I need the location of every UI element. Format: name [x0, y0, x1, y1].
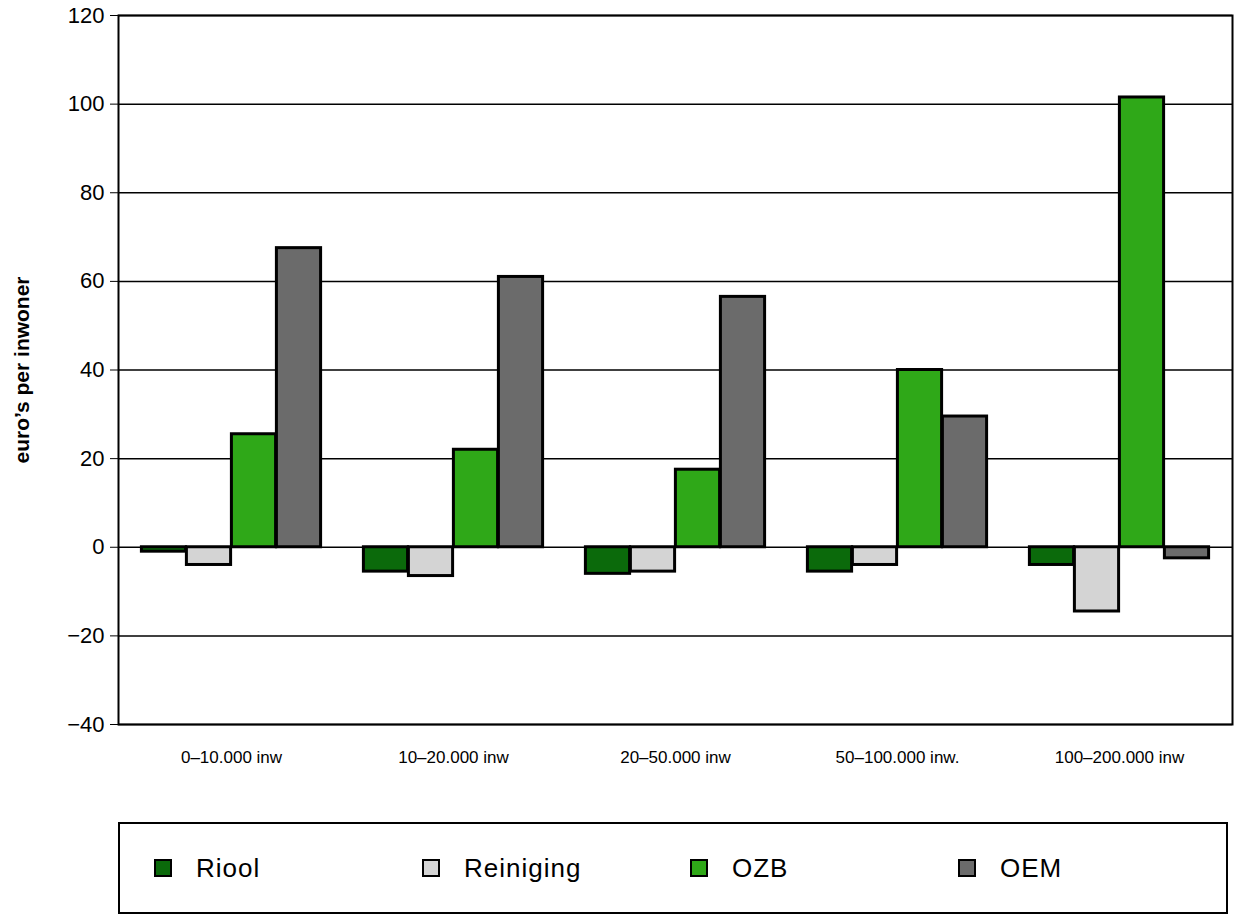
- svg-text:100: 100: [68, 91, 105, 116]
- html-text:OEM: OEM: [1000, 852, 1063, 883]
- svg-text:euro’s per inwoner: euro’s per inwoner: [10, 276, 33, 463]
- svg-text:120: 120: [68, 3, 105, 28]
- svg-text:50–100.000 inw.: 50–100.000 inw.: [836, 748, 960, 767]
- html-text:Riool: Riool: [196, 852, 261, 883]
- svg-text:0–10.000 inw: 0–10.000 inw: [181, 748, 283, 767]
- svg-text:−40: −40: [67, 712, 104, 737]
- svg-text:40: 40: [80, 357, 104, 382]
- svg-text:−20: −20: [67, 623, 104, 648]
- svg-text:80: 80: [80, 180, 104, 205]
- html-text:Reiniging: Reiniging: [464, 852, 582, 883]
- svg-text:60: 60: [80, 268, 104, 293]
- svg-text:10–20.000 inw: 10–20.000 inw: [398, 748, 509, 767]
- svg-text:20: 20: [80, 446, 104, 471]
- svg-text:100–200.000 inw: 100–200.000 inw: [1055, 748, 1185, 767]
- svg-text:0: 0: [92, 534, 104, 559]
- svg-text:20–50.000 inw: 20–50.000 inw: [620, 748, 731, 767]
- html-text:OZB: OZB: [732, 852, 789, 883]
